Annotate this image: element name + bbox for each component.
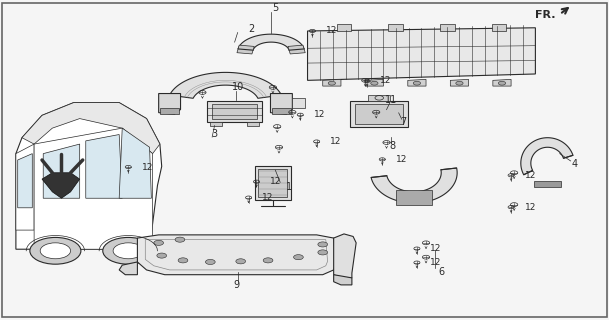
Polygon shape bbox=[210, 122, 222, 125]
Circle shape bbox=[205, 260, 215, 265]
Circle shape bbox=[113, 243, 144, 259]
Polygon shape bbox=[169, 72, 281, 98]
Polygon shape bbox=[396, 190, 432, 204]
Text: 12: 12 bbox=[431, 258, 442, 267]
Text: 12: 12 bbox=[524, 203, 536, 212]
Polygon shape bbox=[255, 166, 291, 200]
Text: 1: 1 bbox=[286, 182, 292, 192]
Circle shape bbox=[318, 242, 328, 247]
Polygon shape bbox=[212, 104, 257, 119]
Polygon shape bbox=[16, 144, 34, 230]
Polygon shape bbox=[34, 128, 153, 249]
Circle shape bbox=[157, 253, 167, 258]
Polygon shape bbox=[292, 98, 304, 108]
Text: FR.: FR. bbox=[535, 10, 556, 20]
Polygon shape bbox=[350, 101, 408, 126]
Polygon shape bbox=[42, 173, 80, 198]
Polygon shape bbox=[18, 154, 32, 208]
Text: 12: 12 bbox=[524, 171, 536, 180]
Circle shape bbox=[178, 258, 188, 263]
Polygon shape bbox=[521, 138, 573, 175]
Polygon shape bbox=[408, 79, 426, 86]
Polygon shape bbox=[355, 104, 403, 124]
Polygon shape bbox=[389, 24, 403, 31]
Circle shape bbox=[236, 259, 245, 264]
Polygon shape bbox=[207, 101, 262, 122]
Polygon shape bbox=[450, 79, 468, 86]
Polygon shape bbox=[237, 45, 254, 54]
Circle shape bbox=[318, 250, 328, 255]
Polygon shape bbox=[16, 103, 162, 249]
Polygon shape bbox=[270, 93, 292, 114]
Polygon shape bbox=[288, 45, 305, 54]
Text: 12: 12 bbox=[262, 193, 273, 202]
Polygon shape bbox=[247, 122, 259, 125]
Polygon shape bbox=[159, 93, 180, 114]
Text: 12: 12 bbox=[330, 137, 342, 146]
Polygon shape bbox=[365, 79, 384, 86]
Polygon shape bbox=[440, 24, 454, 31]
Polygon shape bbox=[161, 108, 178, 114]
Text: 12: 12 bbox=[142, 163, 153, 172]
Circle shape bbox=[30, 237, 81, 264]
Text: 12: 12 bbox=[396, 155, 407, 164]
Circle shape bbox=[154, 240, 164, 245]
Text: 12: 12 bbox=[431, 244, 442, 253]
Polygon shape bbox=[86, 134, 122, 198]
Polygon shape bbox=[238, 34, 304, 50]
Circle shape bbox=[294, 255, 303, 260]
Text: 12: 12 bbox=[314, 110, 325, 119]
Circle shape bbox=[263, 258, 273, 263]
Text: 8: 8 bbox=[390, 141, 396, 151]
Polygon shape bbox=[119, 128, 152, 198]
Circle shape bbox=[175, 237, 185, 242]
Text: 3: 3 bbox=[211, 129, 217, 139]
Circle shape bbox=[498, 81, 505, 85]
Polygon shape bbox=[308, 28, 535, 80]
Polygon shape bbox=[371, 168, 457, 203]
Text: 10: 10 bbox=[231, 82, 244, 92]
Polygon shape bbox=[493, 79, 511, 86]
Circle shape bbox=[40, 243, 71, 259]
Polygon shape bbox=[323, 79, 341, 86]
Polygon shape bbox=[491, 24, 506, 31]
Text: 12: 12 bbox=[381, 76, 392, 85]
Polygon shape bbox=[119, 262, 138, 275]
Text: 5: 5 bbox=[272, 3, 278, 13]
Polygon shape bbox=[334, 234, 356, 278]
Text: 2: 2 bbox=[248, 24, 255, 34]
Text: 12: 12 bbox=[270, 177, 281, 186]
Circle shape bbox=[414, 81, 421, 85]
Polygon shape bbox=[334, 275, 352, 285]
Text: 12: 12 bbox=[326, 27, 337, 36]
Circle shape bbox=[371, 81, 378, 85]
Text: 4: 4 bbox=[572, 159, 578, 169]
Text: 9: 9 bbox=[233, 280, 239, 290]
Text: 11: 11 bbox=[385, 95, 397, 105]
Circle shape bbox=[456, 81, 463, 85]
Polygon shape bbox=[138, 235, 336, 275]
Polygon shape bbox=[534, 181, 561, 187]
Circle shape bbox=[328, 81, 336, 85]
Text: 7: 7 bbox=[400, 117, 407, 127]
Polygon shape bbox=[258, 169, 287, 197]
Polygon shape bbox=[337, 24, 351, 31]
Circle shape bbox=[103, 237, 154, 264]
Polygon shape bbox=[22, 103, 160, 154]
Polygon shape bbox=[368, 95, 390, 101]
Polygon shape bbox=[43, 144, 80, 198]
Polygon shape bbox=[272, 108, 290, 114]
Text: 6: 6 bbox=[438, 267, 445, 277]
